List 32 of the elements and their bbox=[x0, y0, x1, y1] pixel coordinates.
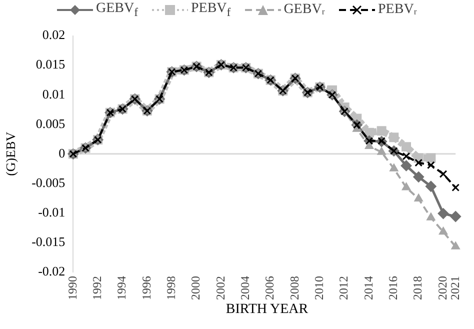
x-tick-label: 2008 bbox=[287, 276, 302, 300]
y-tick-label: 0.005 bbox=[36, 116, 66, 131]
x-tick-label: 1992 bbox=[90, 276, 104, 300]
x-tick-label: 2020 bbox=[435, 276, 450, 300]
legend-label: GEBVᵣ bbox=[284, 2, 326, 18]
y-tick-label: -0.02 bbox=[38, 263, 66, 278]
x-axis-title: BIRTH YEAR bbox=[224, 302, 310, 319]
x-tick-label: 2018 bbox=[410, 276, 425, 300]
x-tick-label: 1996 bbox=[139, 276, 154, 300]
y-tick-label: 0.02 bbox=[42, 27, 66, 42]
x-tick-label: 2004 bbox=[238, 276, 252, 300]
legend-label: PEBV$_{f}$ bbox=[191, 1, 231, 19]
x-tick-label: 2006 bbox=[262, 276, 277, 300]
x-tick-label: 2021 bbox=[448, 276, 462, 300]
x-tick-label: 2000 bbox=[188, 276, 203, 300]
y-axis-title: (G)EBV bbox=[3, 131, 18, 176]
x-tick-label: 2014 bbox=[361, 276, 376, 300]
y-tick-label: 0 bbox=[58, 145, 66, 160]
legend-label: GEBV$_{f}$ bbox=[96, 1, 138, 19]
y-tick-label: 0.015 bbox=[36, 56, 66, 72]
legend-label: PEBVᵣ bbox=[378, 2, 418, 18]
x-tick-label: 2016 bbox=[386, 276, 400, 300]
y-tick-label: 0.01 bbox=[42, 86, 66, 102]
y-tick-label: -0.005 bbox=[32, 174, 66, 190]
y-tick-label: -0.01 bbox=[38, 204, 66, 220]
x-tick-label: 1994 bbox=[114, 276, 129, 300]
x-tick-label: 1998 bbox=[164, 276, 178, 300]
x-tick-label: 2002 bbox=[213, 276, 228, 300]
x-tick-label: 1990 bbox=[65, 276, 80, 300]
x-tick-label: 2012 bbox=[336, 276, 351, 300]
x-tick-label: 2010 bbox=[312, 276, 326, 300]
y-tick-label: -0.015 bbox=[32, 234, 66, 249]
